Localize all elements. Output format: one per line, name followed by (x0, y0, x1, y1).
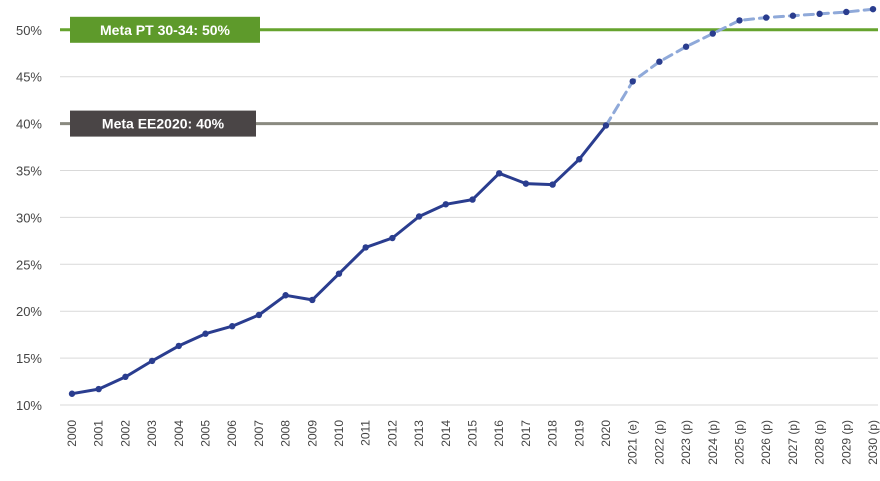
x-tick-label: 2005 (199, 420, 213, 447)
data-point (229, 323, 236, 330)
x-tick-label: 2024 (p) (706, 420, 720, 465)
x-tick-label: 2025 (p) (733, 420, 747, 465)
data-point (576, 156, 583, 163)
x-tick-label: 2030 (p) (866, 420, 880, 465)
y-tick-label: 45% (16, 70, 42, 85)
y-tick-label: 25% (16, 257, 42, 272)
data-point (202, 330, 209, 337)
x-tick-label: 2029 (p) (839, 420, 853, 465)
x-tick-label: 2018 (546, 420, 560, 447)
reference-label: Meta EE2020: 40% (102, 116, 225, 132)
data-point (175, 342, 182, 350)
projection-line (604, 7, 875, 127)
x-tick-label: 2022 (p) (652, 420, 666, 465)
data-point (389, 234, 396, 242)
reference-lines: Meta PT 30-34: 50% Meta EE2020: 40% (60, 16, 878, 137)
data-point (789, 12, 797, 19)
data-point (255, 311, 263, 319)
data-point (496, 170, 503, 177)
y-tick-label: 50% (16, 23, 42, 38)
x-tick-label: 2019 (572, 420, 586, 447)
data-point (602, 122, 610, 129)
x-tick-label: 2016 (492, 420, 506, 447)
data-point (415, 213, 423, 220)
x-tick-label: 2013 (412, 420, 426, 447)
x-tick-label: 2026 (p) (759, 420, 773, 465)
reference-label: Meta PT 30-34: 50% (100, 22, 230, 38)
actual-line (70, 124, 608, 396)
x-tick-label: 2011 (359, 420, 373, 446)
x-tick-label: 2004 (172, 420, 186, 447)
data-point (68, 390, 76, 397)
x-tick-label: 2020 (599, 420, 613, 447)
x-tick-label: 2028 (p) (813, 420, 827, 465)
y-tick-label: 15% (16, 351, 42, 366)
data-point (549, 181, 556, 188)
x-tick-label: 2012 (385, 420, 399, 447)
data-point (442, 201, 449, 208)
x-tick-label: 2002 (118, 420, 132, 447)
x-tick-label: 2000 (65, 420, 79, 447)
y-tick-label: 40% (16, 117, 42, 132)
y-axis-ticks: 10% 15% 20% 25% 30% 35% 40% 45% 50% (16, 23, 42, 413)
data-point (282, 292, 289, 299)
y-tick-label: 10% (16, 398, 42, 413)
y-tick-label: 35% (16, 164, 42, 179)
data-point (736, 17, 743, 24)
x-tick-label: 2001 (92, 420, 106, 447)
reference-label-box (70, 16, 260, 43)
data-point (869, 5, 877, 13)
data-point (362, 244, 369, 251)
data-point (95, 385, 102, 393)
data-point (148, 357, 156, 365)
data-point (763, 14, 770, 21)
gridlines (60, 29, 878, 406)
x-tick-label: 2014 (439, 420, 453, 447)
data-point (816, 10, 823, 18)
x-tick-label: 2009 (305, 420, 319, 447)
x-tick-label: 2027 (p) (786, 420, 800, 465)
x-tick-label: 2003 (145, 420, 159, 447)
data-point (709, 30, 716, 37)
data-point (656, 58, 663, 65)
y-tick-label: 30% (16, 210, 42, 225)
data-point (682, 43, 690, 50)
y-tick-label: 20% (16, 304, 42, 319)
reference-label-box (70, 110, 256, 137)
x-tick-label: 2021 (e) (626, 420, 640, 465)
data-point (522, 180, 530, 187)
data-point (122, 373, 129, 381)
x-tick-label: 2006 (225, 420, 239, 447)
data-point (843, 8, 850, 16)
data-point (629, 78, 636, 85)
x-tick-label: 2023 (p) (679, 420, 693, 465)
x-tick-label: 2015 (466, 420, 480, 447)
x-axis-ticks: 2000 2001 2002 2003 2004 2005 2006 2007 2008 2009… (65, 420, 880, 465)
series (68, 5, 877, 397)
x-tick-label: 2007 (252, 420, 266, 447)
data-point (335, 270, 343, 277)
data-point (469, 196, 476, 203)
data-point (309, 296, 316, 304)
x-tick-label: 2008 (279, 420, 293, 447)
x-tick-label: 2017 (519, 420, 533, 447)
x-tick-label: 2010 (332, 420, 346, 447)
